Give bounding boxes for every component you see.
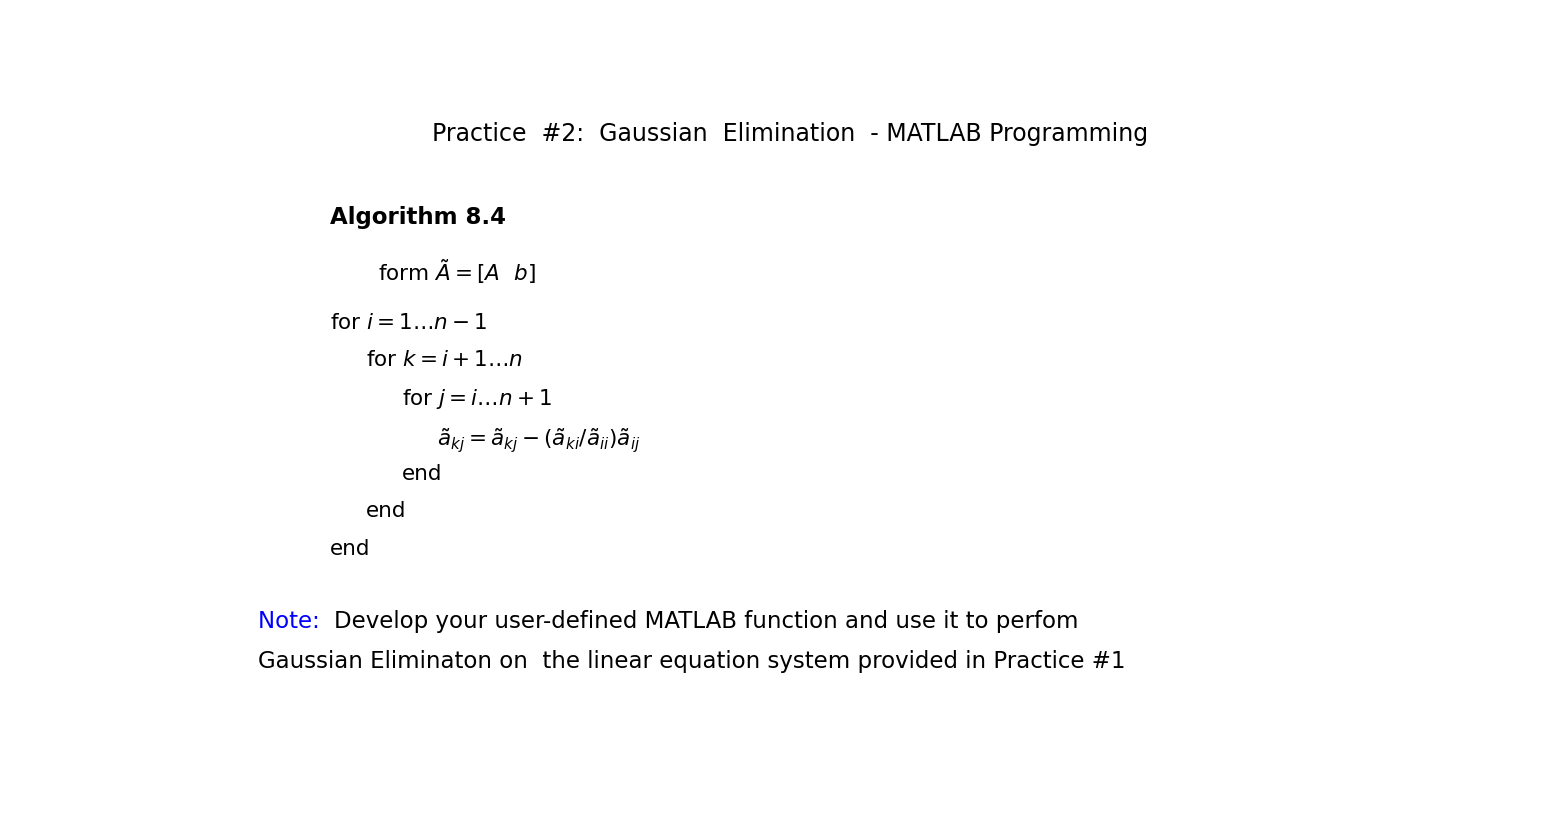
Text: for $i = 1 \ldots n - 1$: for $i = 1 \ldots n - 1$ <box>330 313 487 333</box>
Text: form $\tilde{A} = [A \ \ b]$: form $\tilde{A} = [A \ \ b]$ <box>378 257 536 286</box>
Text: $\tilde{a}_{kj} = \tilde{a}_{kj} - (\tilde{a}_{ki}/\tilde{a}_{ii})\tilde{a}_{ij}: $\tilde{a}_{kj} = \tilde{a}_{kj} - (\til… <box>438 426 641 455</box>
Text: end: end <box>402 464 442 484</box>
Text: end: end <box>330 539 370 559</box>
Text: for $j = i \ldots n + 1$: for $j = i \ldots n + 1$ <box>402 387 552 412</box>
Text: end: end <box>365 501 407 521</box>
Text: Practice  #2:  Gaussian  Elimination  - MATLAB Programming: Practice #2: Gaussian Elimination - MATL… <box>431 122 1148 147</box>
Text: Algorithm 8.4: Algorithm 8.4 <box>330 206 505 229</box>
Text: for $k = i + 1 \ldots n$: for $k = i + 1 \ldots n$ <box>365 350 522 370</box>
Text: Note:: Note: <box>259 610 334 633</box>
Text: Develop your user-defined MATLAB function and use it to perfom: Develop your user-defined MATLAB functio… <box>333 610 1079 633</box>
Text: Gaussian Eliminaton on  the linear equation system provided in Practice #1: Gaussian Eliminaton on the linear equati… <box>259 650 1126 673</box>
